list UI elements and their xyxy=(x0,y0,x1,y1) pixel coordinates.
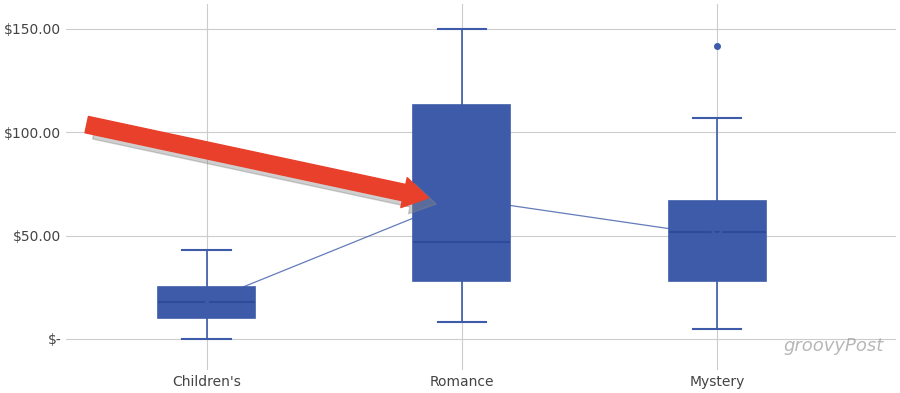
PathPatch shape xyxy=(413,105,510,281)
PathPatch shape xyxy=(669,200,766,281)
FancyArrowPatch shape xyxy=(93,123,436,214)
FancyArrowPatch shape xyxy=(85,116,428,208)
PathPatch shape xyxy=(158,287,255,318)
Text: groovyPost: groovyPost xyxy=(783,337,884,355)
